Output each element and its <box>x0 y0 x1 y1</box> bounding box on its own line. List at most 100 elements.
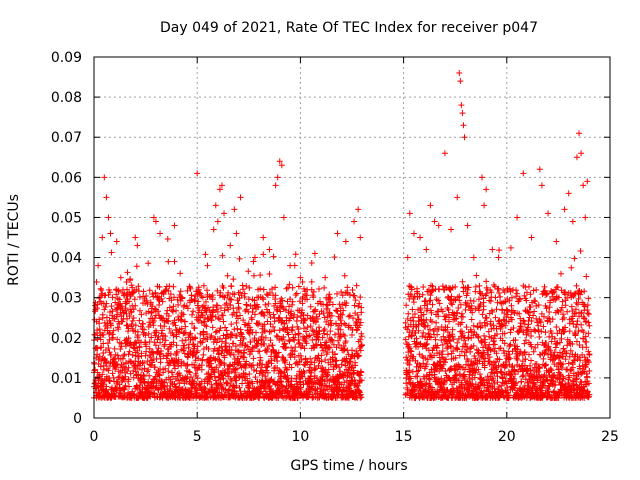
roti-point-background <box>246 284 253 291</box>
roti-point <box>406 210 413 217</box>
roti-point <box>221 210 228 217</box>
roti-point-background <box>433 319 440 326</box>
roti-point-background <box>120 352 127 359</box>
roti-point-background <box>230 351 237 358</box>
roti-point-background <box>253 329 260 336</box>
roti-point-background <box>311 307 318 314</box>
roti-point-background <box>170 294 177 301</box>
roti-point-background <box>341 332 348 339</box>
roti-point-background <box>257 272 264 279</box>
roti-point-background <box>174 348 181 355</box>
roti-point-background <box>105 345 112 352</box>
roti-point-background <box>181 318 188 325</box>
roti-point <box>448 226 455 233</box>
roti-point-background <box>208 354 215 361</box>
roti-point-background <box>98 344 105 351</box>
roti-point-background <box>405 310 412 317</box>
roti-point-background <box>333 357 340 364</box>
roti-point <box>251 254 258 261</box>
roti-point-background <box>542 329 549 336</box>
roti-point-background <box>487 321 494 328</box>
roti-point-background <box>292 291 299 298</box>
roti-point-background <box>114 311 121 318</box>
y-tick-label: 0 <box>73 411 82 427</box>
roti-point-background <box>167 350 174 357</box>
roti-point-background <box>110 327 117 334</box>
roti-point-background <box>186 331 193 338</box>
roti-point <box>460 122 467 129</box>
roti-point-background <box>114 336 121 343</box>
roti-point-background <box>226 343 233 350</box>
roti-point-background <box>180 330 187 337</box>
roti-point-background <box>125 328 132 335</box>
roti-point-background <box>131 296 138 303</box>
roti-point-background <box>135 353 142 360</box>
roti-point-background <box>355 303 362 310</box>
roti-point-background <box>99 311 106 318</box>
roti-point-background <box>222 324 229 331</box>
roti-point <box>514 214 521 221</box>
roti-point-background <box>101 319 108 326</box>
roti-point <box>322 274 329 281</box>
roti-point-background <box>233 319 240 326</box>
roti-point-background <box>259 325 266 332</box>
roti-point-background <box>513 287 520 294</box>
roti-point-background <box>204 330 211 337</box>
roti-point-background <box>191 361 198 368</box>
roti-point-background <box>157 355 164 362</box>
roti-point-background <box>129 351 136 358</box>
roti-point-background <box>122 307 129 314</box>
roti-point-background <box>240 350 247 357</box>
roti-point-background <box>583 273 590 280</box>
roti-point-background <box>143 297 150 304</box>
roti-point-background <box>490 282 497 289</box>
roti-point-background <box>157 339 164 346</box>
roti-point-background <box>130 289 137 296</box>
roti-point-background <box>223 348 230 355</box>
roti-point-background <box>568 264 575 271</box>
roti-point <box>171 222 178 229</box>
roti-point-background <box>117 346 124 353</box>
roti-point-background <box>228 321 235 328</box>
roti-point-background <box>164 307 171 314</box>
roti-point <box>456 70 463 77</box>
roti-point-background <box>226 386 233 393</box>
roti-point-background <box>210 307 217 314</box>
roti-point-background <box>190 341 197 348</box>
roti-point-background <box>558 335 565 342</box>
roti-point-background <box>126 383 133 390</box>
roti-point-background <box>243 358 250 365</box>
roti-point-background <box>224 272 231 279</box>
roti-point-background <box>257 354 264 361</box>
roti-point <box>342 238 349 245</box>
roti-point-background <box>270 253 277 260</box>
roti-point-background <box>170 362 177 369</box>
roti-point-background <box>102 304 109 311</box>
y-tick-label: 0.04 <box>51 251 82 267</box>
roti-point-background <box>439 283 446 290</box>
roti-point-background <box>250 355 257 362</box>
roti-point-background <box>211 345 218 352</box>
roti-point-background <box>487 298 494 305</box>
roti-point-background <box>179 337 186 344</box>
roti-point-background <box>311 366 318 373</box>
roti-point-background <box>230 340 237 347</box>
roti-point-background <box>525 351 532 358</box>
roti-point <box>536 166 543 173</box>
roti-point-background <box>141 380 148 387</box>
roti-point <box>578 150 585 157</box>
roti-point-background <box>541 283 548 290</box>
roti-point-background <box>161 323 168 330</box>
roti-point-background <box>321 330 328 337</box>
roti-point-background <box>130 367 137 374</box>
roti-point-background <box>156 301 163 308</box>
roti-point-background <box>258 364 265 371</box>
roti-point-background <box>532 298 539 305</box>
roti-point-background <box>105 377 112 384</box>
roti-point <box>214 218 221 225</box>
roti-point-background <box>583 374 590 381</box>
roti-point-background <box>217 289 224 296</box>
roti-point-background <box>126 313 133 320</box>
chart-title: Day 049 of 2021, Rate Of TEC Index for r… <box>160 20 538 36</box>
roti-point-background <box>239 380 246 387</box>
